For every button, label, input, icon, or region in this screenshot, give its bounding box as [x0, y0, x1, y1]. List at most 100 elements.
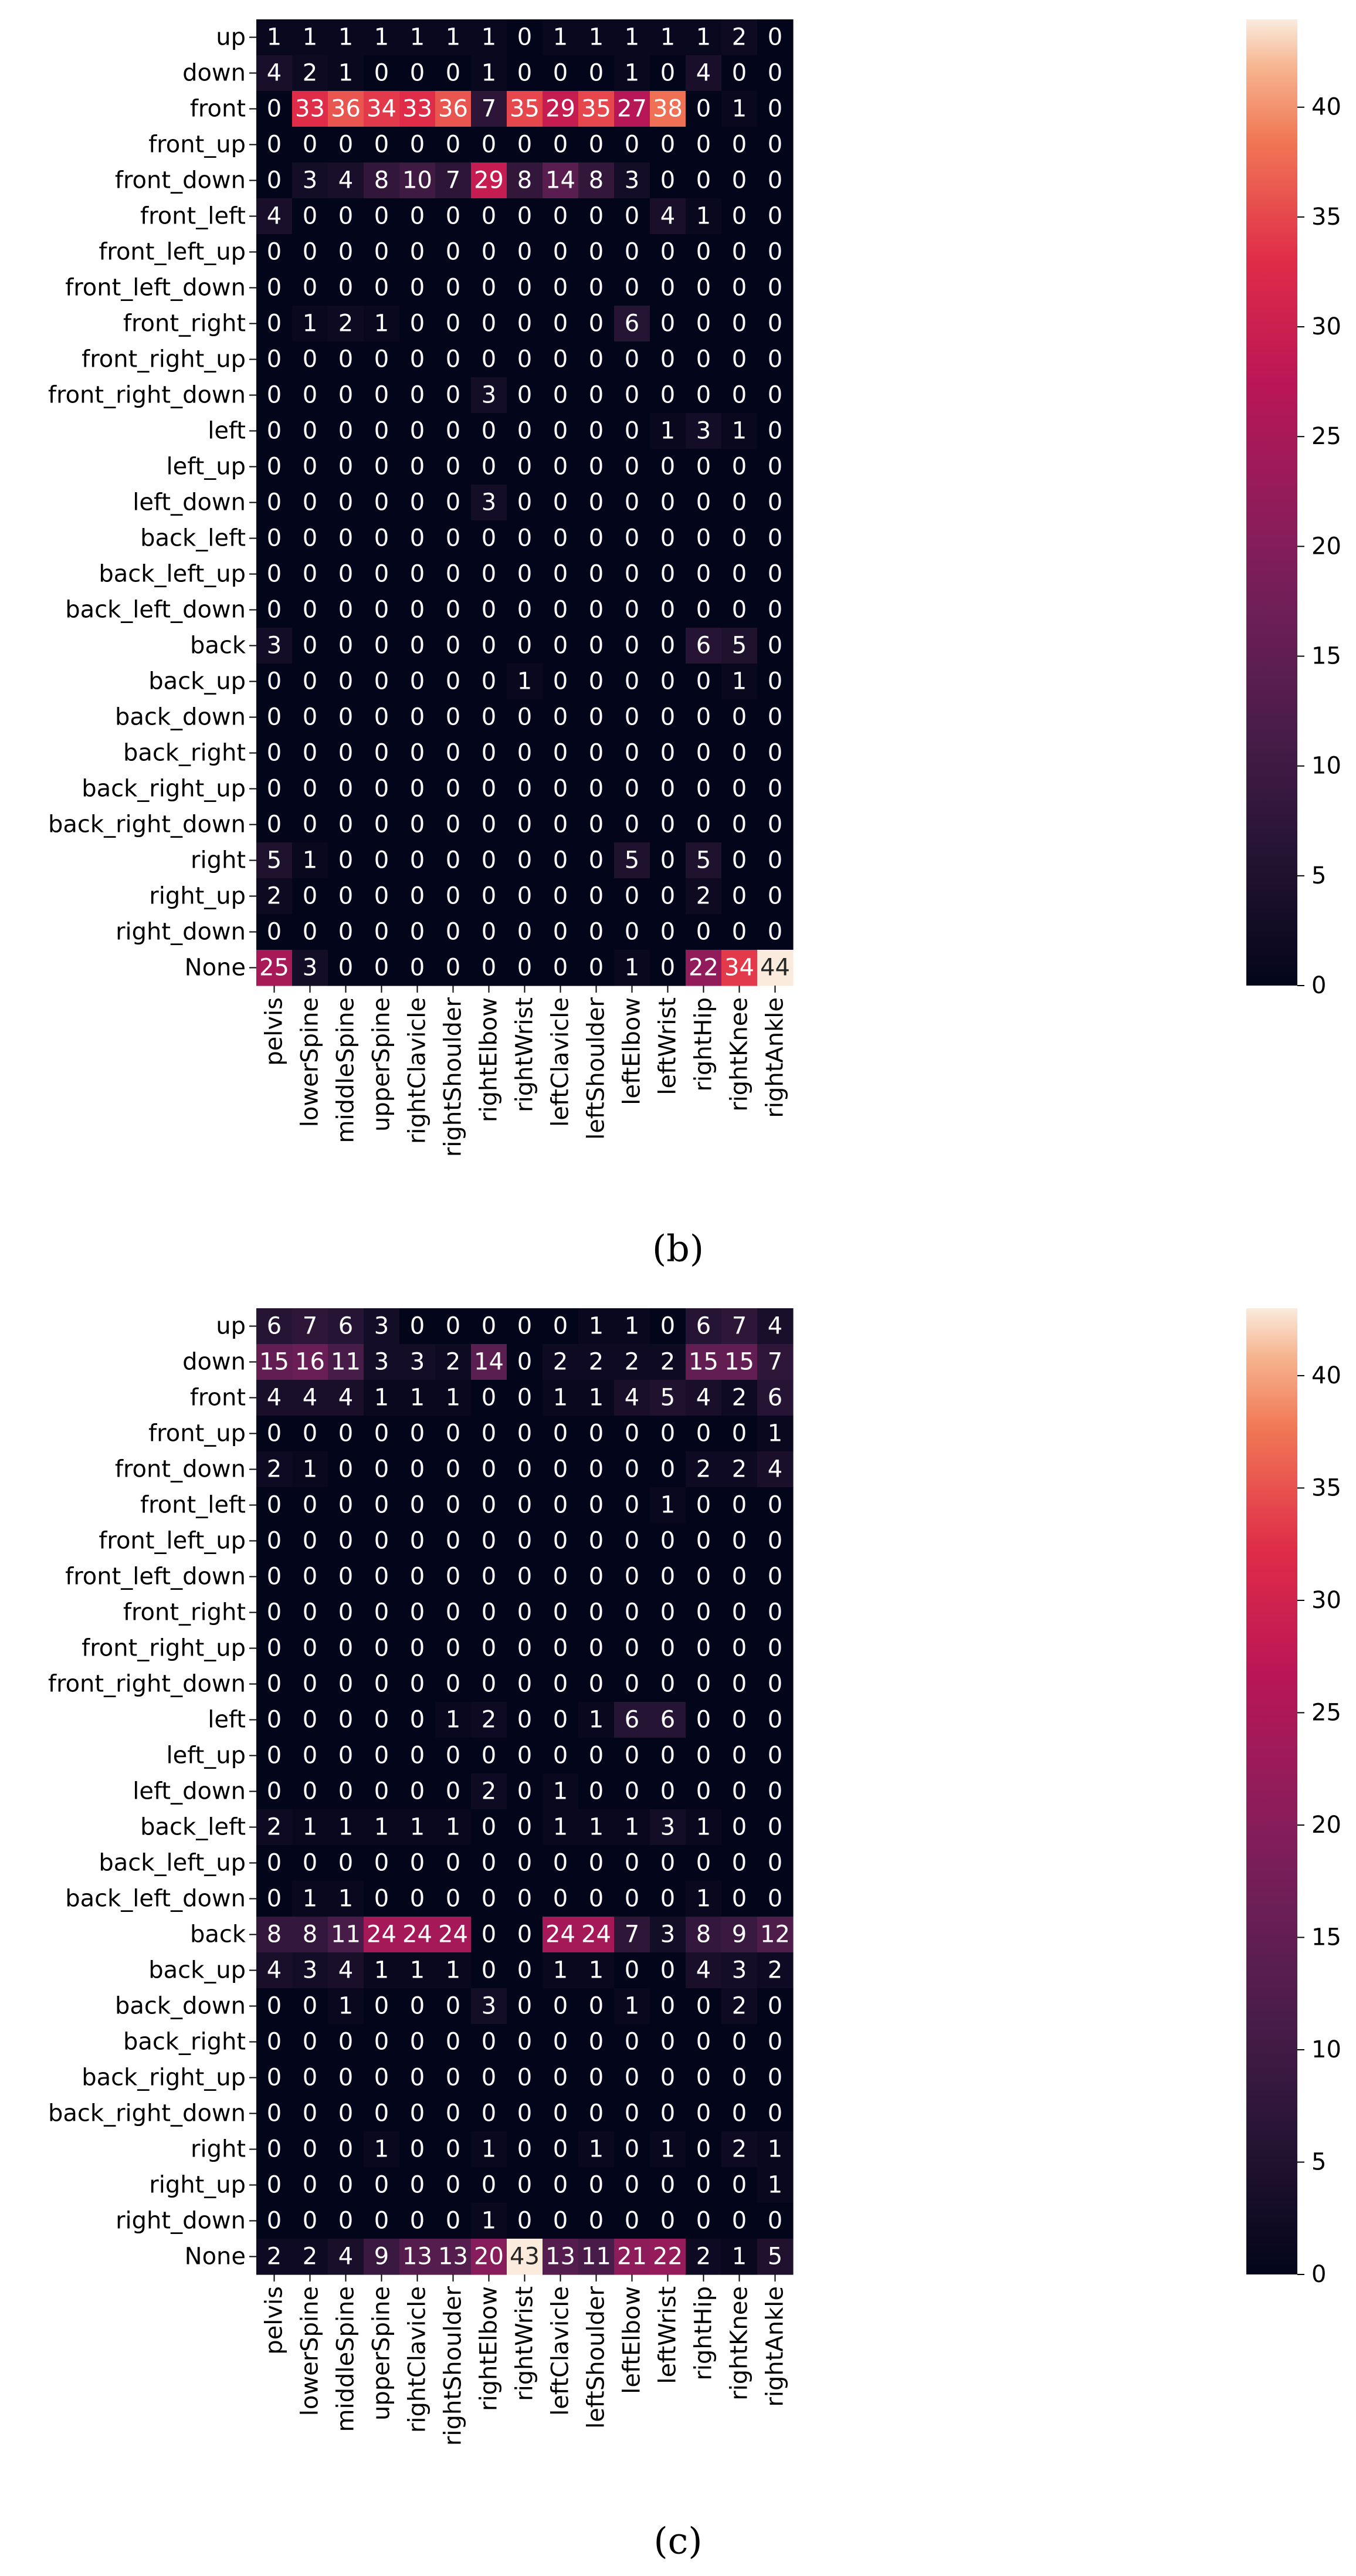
cell-value-b: 0 [446, 60, 460, 87]
row-label-b: left_down [133, 489, 246, 516]
heatmap-cell-b [686, 234, 722, 270]
cell-value-b: 0 [303, 525, 317, 552]
heatmap-cell-c [578, 2131, 615, 2168]
cell-value-b: 0 [517, 239, 532, 266]
cell-value-b: 0 [517, 382, 532, 409]
cell-value-c: 20 [474, 2243, 504, 2270]
cell-value-c: 0 [374, 1707, 389, 1734]
heatmap-cell-b [578, 807, 615, 843]
cell-value-c: 1 [589, 1957, 604, 1984]
cell-value-b: 0 [625, 883, 639, 910]
heatmap-cell-b [686, 807, 722, 843]
cell-value-b: 0 [446, 668, 460, 695]
cell-value-c: 0 [517, 1957, 532, 1984]
cell-value-c: 0 [267, 1742, 282, 1769]
cell-value-c: 0 [553, 1993, 568, 2020]
heatmap-cell-c [721, 2131, 758, 2168]
cell-value-c: 1 [589, 1385, 604, 1411]
cell-value-c: 0 [446, 1599, 460, 1626]
heatmap-cell-b [471, 127, 507, 163]
heatmap-cell-c [543, 1559, 579, 1595]
cell-value-b: 0 [589, 275, 604, 302]
cell-value-c: 0 [267, 1563, 282, 1590]
cell-value-b: 0 [660, 382, 675, 409]
heatmap-cell-c [650, 1917, 686, 1953]
heatmap-cell-c [399, 2131, 436, 2168]
cell-value-b: 0 [410, 525, 425, 552]
cell-value-b: 0 [446, 489, 460, 516]
heatmap-cell-b [686, 485, 722, 521]
heatmap-cell-c [364, 1917, 400, 1953]
heatmap-cell-c [435, 2131, 472, 2168]
cell-value-c: 0 [660, 1599, 675, 1626]
cell-value-b: 0 [482, 131, 496, 158]
cell-value-c: 8 [696, 1921, 711, 1948]
heatmap-cell-b [543, 449, 579, 485]
heatmap-cell-b [292, 270, 328, 306]
cell-value-b: 0 [589, 597, 604, 624]
heatmap-cell-b [256, 306, 293, 342]
cell-value-c: 0 [625, 1563, 639, 1590]
cell-value-b: 0 [374, 847, 389, 874]
col-label-b: rightKnee [726, 997, 753, 1112]
heatmap-cell-c [328, 1630, 364, 1667]
heatmap-cell-c [256, 1809, 293, 1846]
cell-value-b: 0 [625, 740, 639, 767]
row-label-b: back_up [148, 668, 246, 695]
heatmap-cell-b [471, 91, 507, 127]
heatmap-cell-c [650, 1988, 686, 2025]
heatmap-cell-b [578, 628, 615, 664]
heatmap-cell-c [757, 1809, 794, 1846]
cell-value-c: 0 [625, 1635, 639, 1662]
row-label-b: front_right_up [82, 346, 246, 373]
cell-value-c: 0 [625, 1420, 639, 1447]
cell-value-b: 1 [482, 60, 496, 87]
cell-value-b: 0 [267, 489, 282, 516]
cell-value-c: 0 [338, 1599, 353, 1626]
heatmap-cell-b [471, 55, 507, 92]
cell-value-b: 0 [267, 131, 282, 158]
heatmap-cell-b [364, 556, 400, 593]
heatmap-cell-c [757, 2167, 794, 2203]
heatmap-cell-b [650, 198, 686, 235]
cell-value-c: 0 [410, 1599, 425, 1626]
heatmap-cell-c [256, 1523, 293, 1559]
cell-value-b: 0 [696, 561, 711, 588]
cell-value-c: 0 [553, 1671, 568, 1698]
heatmap-cell-c [650, 1845, 686, 1881]
heatmap-cell-b [507, 306, 543, 342]
cell-value-b: 0 [768, 275, 782, 302]
cell-value-c: 11 [581, 2243, 611, 2270]
cell-value-c: 0 [267, 1528, 282, 1555]
cell-value-b: 0 [482, 275, 496, 302]
cell-value-b: 0 [517, 597, 532, 624]
heatmap-cell-c [471, 1666, 507, 1702]
cell-value-c: 0 [553, 2100, 568, 2127]
cell-value-c: 15 [724, 1349, 754, 1376]
cell-value-b: 0 [589, 632, 604, 659]
heatmap-cell-b [543, 485, 579, 521]
cell-value-b: 0 [696, 776, 711, 803]
cell-value-c: 0 [732, 1707, 747, 1734]
cell-value-b: 0 [625, 453, 639, 480]
heatmap-cell-c [614, 1881, 650, 1917]
cell-value-c: 0 [482, 2029, 496, 2056]
heatmap-cell-c [435, 2096, 472, 2132]
heatmap-cell-b [578, 950, 615, 986]
heatmap-cell-c [399, 1344, 436, 1380]
heatmap-cell-b [507, 807, 543, 843]
row-label-b: back [190, 632, 246, 659]
heatmap-cell-c [650, 1380, 686, 1416]
heatmap-cell-b [507, 842, 543, 879]
heatmap-cell-b [292, 556, 328, 593]
cell-value-c: 1 [625, 1313, 639, 1340]
cell-value-c: 5 [768, 2243, 782, 2270]
cell-value-c: 0 [517, 1385, 532, 1411]
heatmap-cell-b [435, 413, 472, 449]
cell-value-c: 0 [660, 1671, 675, 1698]
cell-value-c: 0 [338, 1742, 353, 1769]
heatmap-cell-b [650, 878, 686, 915]
heatmap-cell-b [328, 914, 364, 950]
cell-value-c: 1 [374, 1957, 389, 1984]
heatmap-cell-b [721, 19, 758, 56]
